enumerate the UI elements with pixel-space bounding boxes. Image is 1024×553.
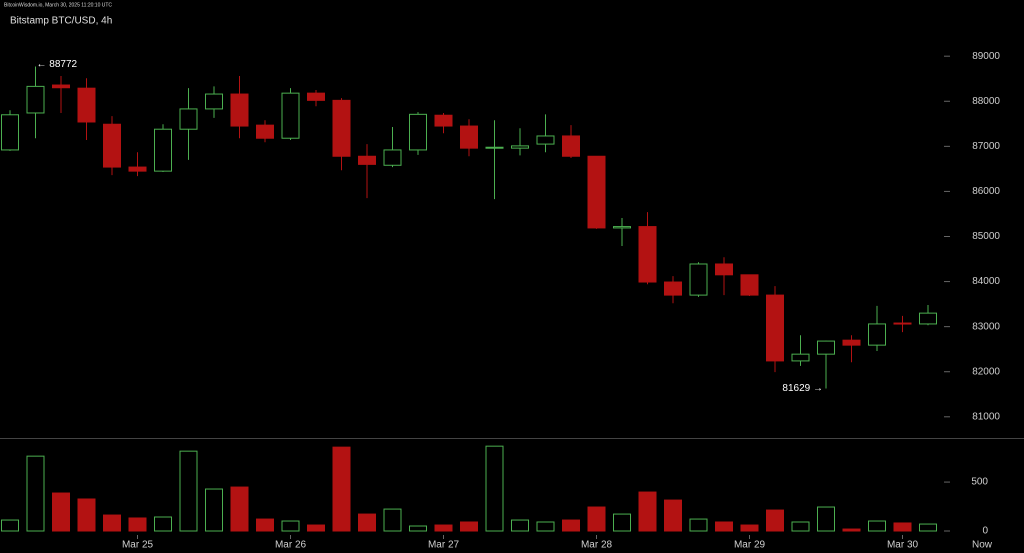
candle-body xyxy=(485,146,504,149)
candle-body xyxy=(154,128,172,172)
candle-body xyxy=(689,263,708,296)
volume-bar xyxy=(52,492,70,532)
candle-body xyxy=(205,93,223,110)
volume-bar xyxy=(103,514,121,532)
volume-bar xyxy=(77,498,96,532)
source: BitcoinWisdom.io, March 30, 2025 11:20:1… xyxy=(4,2,112,8)
candle-body xyxy=(256,124,274,139)
chart-title: Bitstamp BTC/USD, 4h xyxy=(10,16,112,27)
volume-bar xyxy=(205,488,223,532)
volume-bar xyxy=(587,506,606,532)
candle-body xyxy=(587,155,606,229)
volume-bar xyxy=(893,522,912,532)
volume-bar xyxy=(511,519,529,532)
annotation: 81629 → xyxy=(782,383,823,394)
volume-bar xyxy=(383,508,402,532)
x-tick-label: Mar 25 xyxy=(122,540,154,551)
candle-body xyxy=(536,135,555,145)
candle-body xyxy=(715,263,733,276)
volume-bar xyxy=(868,520,886,532)
volume-bar xyxy=(562,519,580,532)
candle-body xyxy=(817,340,835,355)
volume-bar xyxy=(689,518,708,532)
volume-bar xyxy=(434,524,453,532)
y-tick-label: 88000 xyxy=(972,96,1000,107)
volume-tick-label: 500 xyxy=(971,477,988,488)
volume-bar xyxy=(460,521,478,532)
candle-body xyxy=(664,281,682,296)
candle-body xyxy=(893,322,912,325)
annotation: ← 88772 xyxy=(37,59,78,70)
candle-body xyxy=(383,149,402,166)
candle-body xyxy=(179,108,198,130)
candle-body xyxy=(281,92,300,139)
candle-body xyxy=(230,93,249,127)
candle-body xyxy=(358,155,376,165)
y-tick-label: 89000 xyxy=(972,51,1000,62)
volume-bar xyxy=(26,455,45,532)
candle-body xyxy=(332,99,351,157)
y-tick-label: 87000 xyxy=(972,141,1000,152)
volume-bar xyxy=(230,486,249,532)
x-tick-label: Mar 27 xyxy=(428,540,460,551)
candle-body xyxy=(638,226,657,283)
volume-bar xyxy=(766,509,784,532)
candle-body xyxy=(409,113,427,151)
volume-bar xyxy=(791,521,810,532)
candle-body xyxy=(842,339,861,346)
candle-body xyxy=(766,294,784,362)
y-tick-label: 83000 xyxy=(972,321,1000,332)
y-tick-label: 85000 xyxy=(972,231,1000,242)
volume-tick-label: 0 xyxy=(982,526,988,537)
volume-bar xyxy=(154,516,172,532)
y-tick-label: 81000 xyxy=(972,411,1000,422)
volume-bar xyxy=(919,523,937,532)
candle-body xyxy=(103,123,121,168)
volume-bar xyxy=(179,450,198,532)
candle-body xyxy=(791,353,810,362)
volume-bar xyxy=(613,513,631,532)
volume-bar xyxy=(536,521,555,532)
candle-body xyxy=(511,145,529,149)
volume-bar xyxy=(817,506,835,532)
candle-body xyxy=(128,166,147,172)
candle-body xyxy=(868,323,886,346)
volume-bar xyxy=(409,525,427,532)
x-tick-label: Mar 29 xyxy=(734,540,766,551)
volume-bar xyxy=(1,519,19,532)
x-tick-label: Mar 30 xyxy=(887,540,919,551)
candle-body xyxy=(52,84,70,89)
y-tick-label: 82000 xyxy=(972,366,1000,377)
candle-body xyxy=(434,114,453,127)
volume-bar xyxy=(842,528,861,532)
volume-bar xyxy=(128,517,147,532)
candle-body xyxy=(460,125,478,149)
volume-bar xyxy=(332,446,351,532)
candle-body xyxy=(740,274,759,296)
candle-body xyxy=(26,85,45,114)
volume-bar xyxy=(358,513,376,532)
x-tick-label: Mar 26 xyxy=(275,540,307,551)
candle-body xyxy=(919,312,937,325)
candle-body xyxy=(1,114,19,151)
candle-body xyxy=(613,226,631,229)
y-tick-label: 86000 xyxy=(972,186,1000,197)
volume-bar xyxy=(664,499,682,532)
volume-bar xyxy=(715,521,733,532)
x-tick-label: Mar 28 xyxy=(581,540,613,551)
candle-body xyxy=(77,87,96,123)
volume-bar xyxy=(485,445,504,532)
candle-body xyxy=(562,135,580,157)
y-tick-label: 84000 xyxy=(972,276,1000,287)
volume-bar xyxy=(740,524,759,532)
volume-bar xyxy=(638,491,657,532)
now-label: Now xyxy=(972,540,993,551)
volume-bar xyxy=(281,520,300,532)
candle-body xyxy=(307,92,325,101)
volume-bar xyxy=(256,518,274,532)
volume-bar xyxy=(307,524,325,532)
